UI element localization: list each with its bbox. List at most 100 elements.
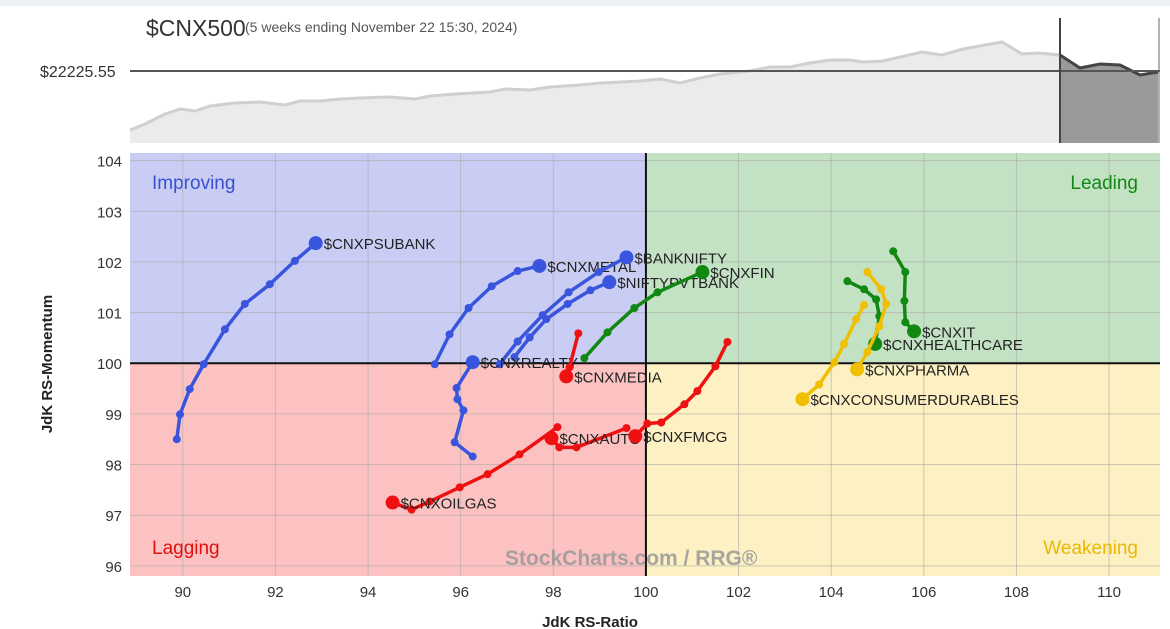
trail-point[interactable] xyxy=(877,285,886,294)
trail-head-point[interactable] xyxy=(850,362,865,377)
trail-point[interactable] xyxy=(553,423,562,432)
trail-point[interactable] xyxy=(657,418,666,427)
trail-point[interactable] xyxy=(265,280,274,289)
trail-point[interactable] xyxy=(468,452,477,461)
trail-point[interactable] xyxy=(565,363,574,372)
trail-head-point[interactable] xyxy=(795,392,810,407)
trail-head-point[interactable] xyxy=(907,324,922,339)
trail-point[interactable] xyxy=(643,419,652,428)
trail-point[interactable] xyxy=(630,304,639,313)
trail-head-point[interactable] xyxy=(695,265,710,280)
trail-point[interactable] xyxy=(875,322,884,331)
trail-cnxrealty[interactable]: $CNXREALTY xyxy=(450,355,578,461)
y-tick-label: 99 xyxy=(105,407,122,424)
trail-point[interactable] xyxy=(843,277,852,286)
trail-head-point[interactable] xyxy=(602,275,617,290)
trail-point[interactable] xyxy=(693,387,702,396)
trail-point[interactable] xyxy=(453,395,462,404)
trail-point[interactable] xyxy=(863,268,872,277)
trail-point[interactable] xyxy=(711,362,720,371)
trail-head-point[interactable] xyxy=(465,355,480,370)
trail-point[interactable] xyxy=(723,337,732,346)
trail-point[interactable] xyxy=(901,318,910,327)
trail-point[interactable] xyxy=(464,304,473,313)
trail-point[interactable] xyxy=(882,299,891,308)
trail-point[interactable] xyxy=(515,450,524,459)
quadrant-leading xyxy=(645,153,1160,364)
trail-point[interactable] xyxy=(680,400,689,409)
trail-point[interactable] xyxy=(572,443,581,452)
trail-cnxoilgas[interactable]: $CNXOILGAS xyxy=(385,423,562,514)
trail-cnxconsumerdurables[interactable]: $CNXCONSUMERDURABLES xyxy=(795,300,1019,409)
trail-point[interactable] xyxy=(172,435,181,444)
trail-point[interactable] xyxy=(852,315,861,324)
trail-point[interactable] xyxy=(840,339,849,348)
trail-cnxfin[interactable]: $CNXFIN xyxy=(580,265,775,363)
x-tick-label: 90 xyxy=(174,584,191,601)
x-tick-label: 104 xyxy=(819,584,844,601)
trail-point[interactable] xyxy=(860,300,869,309)
trail-point[interactable] xyxy=(199,360,208,369)
trail-cnxmedia[interactable]: $CNXMEDIA xyxy=(559,329,662,386)
trail-point[interactable] xyxy=(452,384,461,393)
price-area xyxy=(130,42,1060,143)
trail-point[interactable] xyxy=(564,288,573,297)
trail-banknifty[interactable]: $BANKNIFTY xyxy=(495,250,727,369)
trail-point[interactable] xyxy=(513,337,522,346)
trail-point[interactable] xyxy=(603,328,612,337)
trail-point[interactable] xyxy=(586,286,595,295)
trail-point[interactable] xyxy=(563,299,572,308)
trail-cnxauto[interactable]: $CNXAUTO xyxy=(544,424,641,452)
trail-point[interactable] xyxy=(513,267,522,276)
reference-price-label: $22225.55 xyxy=(40,64,116,81)
trail-cnxhealthcare[interactable]: $CNXHEALTHCARE xyxy=(843,277,1023,354)
trail-point[interactable] xyxy=(889,247,898,256)
trail-head-point[interactable] xyxy=(619,250,634,265)
trail-point[interactable] xyxy=(240,299,249,308)
trail-head-point[interactable] xyxy=(385,495,400,510)
trail-point[interactable] xyxy=(487,282,496,291)
trail-point[interactable] xyxy=(430,360,439,369)
trail-point[interactable] xyxy=(580,354,589,363)
trail-point[interactable] xyxy=(407,505,416,514)
trail-point[interactable] xyxy=(220,325,229,334)
trails: $CNXPSUBANK$CNXMETAL$BANKNIFTY$NIFTYPVTB… xyxy=(172,236,1023,514)
trail-point[interactable] xyxy=(425,497,434,506)
trail-head-point[interactable] xyxy=(308,236,323,251)
trail-point[interactable] xyxy=(872,295,881,304)
trail-niftypvtbank[interactable]: $NIFTYPVTBANK xyxy=(510,275,739,362)
trail-point[interactable] xyxy=(450,438,459,447)
trail-cnxpharma[interactable]: $CNXPHARMA xyxy=(850,268,969,379)
trail-cnxpsubank[interactable]: $CNXPSUBANK xyxy=(172,236,436,444)
trail-head-point[interactable] xyxy=(559,369,574,384)
trail-point[interactable] xyxy=(495,360,504,369)
trail-point[interactable] xyxy=(863,348,872,357)
trail-point[interactable] xyxy=(455,483,464,492)
trail-point[interactable] xyxy=(176,410,185,419)
trail-point[interactable] xyxy=(901,268,910,277)
trail-cnxit[interactable]: $CNXIT xyxy=(889,247,975,341)
trail-point[interactable] xyxy=(445,330,454,339)
trail-point[interactable] xyxy=(555,443,564,452)
trail-point[interactable] xyxy=(459,406,468,415)
trail-point[interactable] xyxy=(860,285,869,294)
trail-point[interactable] xyxy=(900,296,909,305)
trail-cnxfmcg[interactable]: $CNXFMCG xyxy=(628,337,732,446)
trail-point[interactable] xyxy=(830,358,839,367)
trail-point[interactable] xyxy=(525,333,534,342)
chart-header: $CNX500 (5 weeks ending November 22 15:3… xyxy=(40,15,517,81)
trail-point[interactable] xyxy=(483,470,492,479)
trail-point[interactable] xyxy=(594,268,603,277)
trail-label: $CNXREALTY xyxy=(481,355,578,372)
trail-point[interactable] xyxy=(653,288,662,297)
trail-head-point[interactable] xyxy=(628,429,643,444)
trail-head-point[interactable] xyxy=(532,258,547,273)
trail-point[interactable] xyxy=(185,385,194,394)
y-tick-label: 96 xyxy=(105,559,122,576)
trail-point[interactable] xyxy=(510,353,519,362)
trail-point[interactable] xyxy=(542,315,551,324)
trail-point[interactable] xyxy=(622,424,631,433)
trail-point[interactable] xyxy=(574,329,583,338)
trail-point[interactable] xyxy=(290,256,299,265)
trail-point[interactable] xyxy=(815,380,824,389)
